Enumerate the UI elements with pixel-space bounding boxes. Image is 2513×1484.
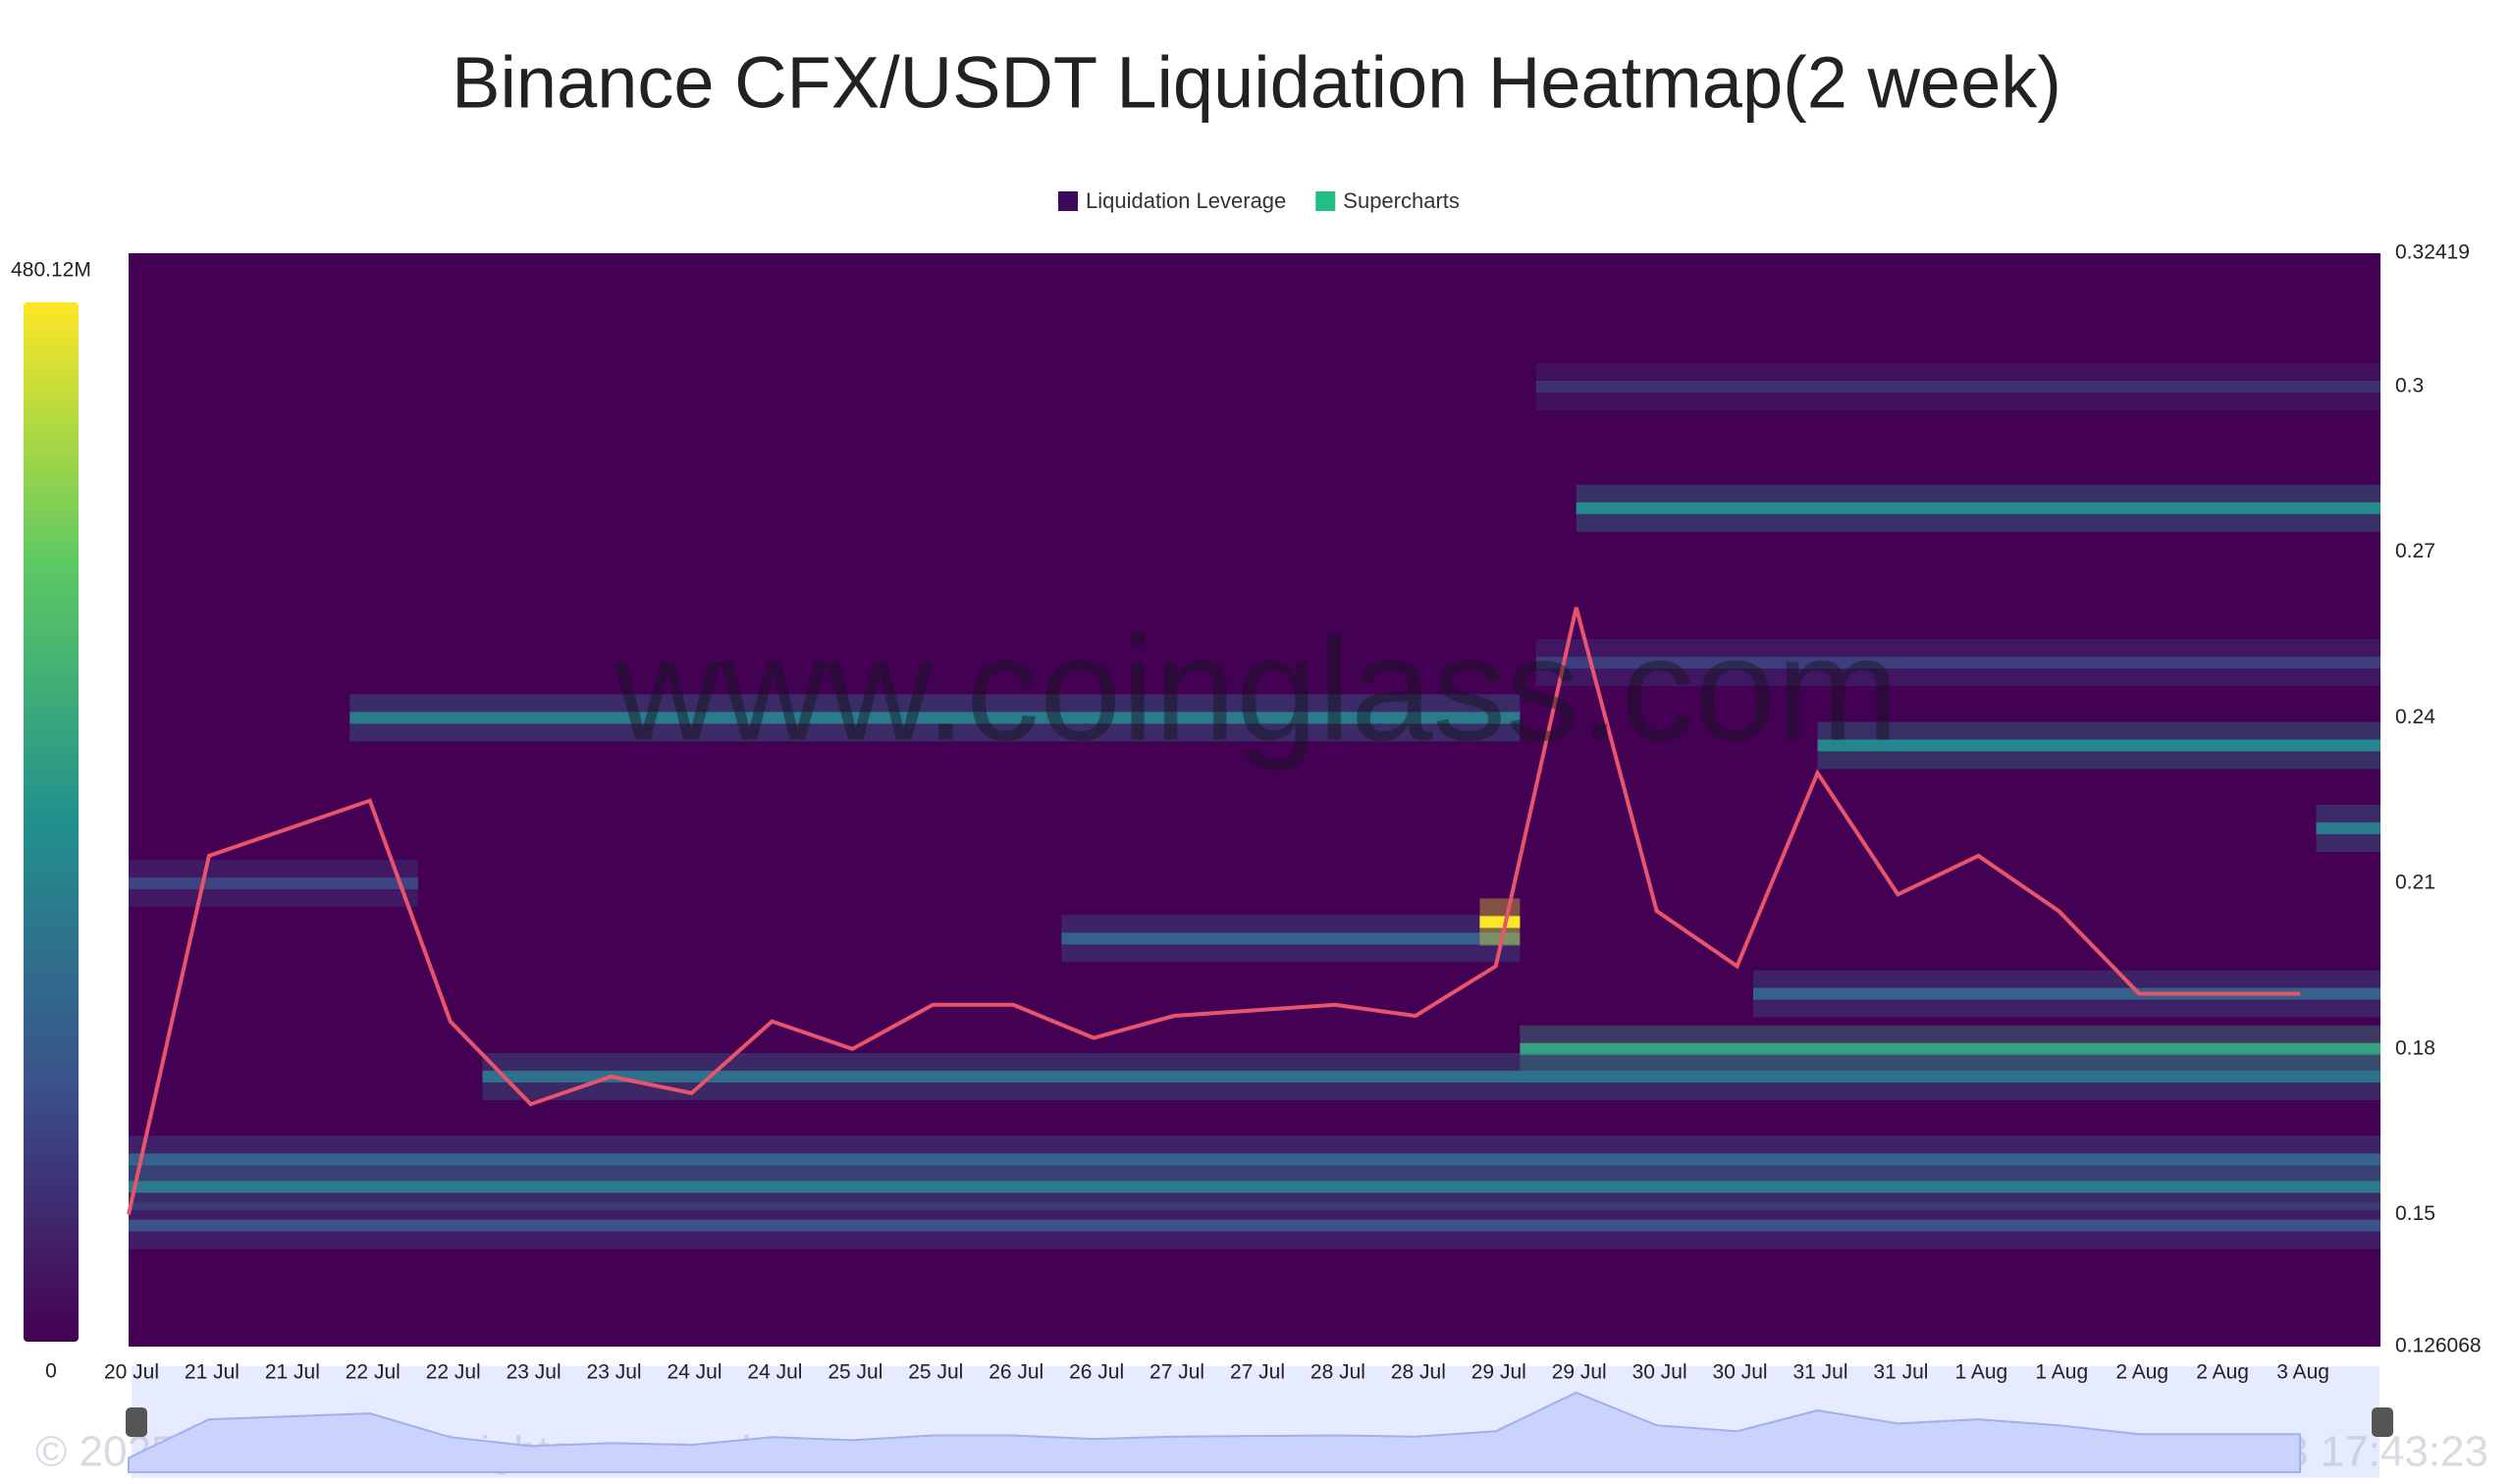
x-tick-label: 31 Jul: [1792, 1361, 1847, 1384]
x-tick-label: 21 Jul: [265, 1361, 320, 1384]
x-tick-label: 23 Jul: [507, 1361, 561, 1384]
colorbar: [24, 302, 79, 1342]
x-tick-label: 29 Jul: [1471, 1361, 1526, 1384]
x-tick-label: 23 Jul: [587, 1361, 642, 1384]
x-tick-label: 2 Aug: [2115, 1361, 2168, 1384]
heat-band: [1817, 739, 2380, 752]
x-tick-label: 3 Aug: [2276, 1361, 2329, 1384]
x-tick-label: 26 Jul: [989, 1361, 1043, 1384]
x-tick-label: 26 Jul: [1069, 1361, 1124, 1384]
x-tick-label: 30 Jul: [1632, 1361, 1687, 1384]
x-tick-label: 28 Jul: [1391, 1361, 1446, 1384]
legend-swatch: [1315, 191, 1336, 211]
slider-preview: [128, 1391, 2302, 1473]
x-tick-label: 25 Jul: [828, 1361, 882, 1384]
heat-band: [1535, 381, 2380, 394]
heat-band: [1061, 932, 1521, 945]
x-tick-label: 1 Aug: [2035, 1361, 2088, 1384]
x-tick-label: 30 Jul: [1713, 1361, 1768, 1384]
heat-band: [129, 877, 418, 890]
heat-band: [349, 712, 1521, 724]
x-tick-label: 31 Jul: [1873, 1361, 1928, 1384]
x-tick-label: 28 Jul: [1310, 1361, 1365, 1384]
legend-label[interactable]: Liquidation Leverage: [1086, 188, 1286, 213]
heat-band: [1752, 987, 2380, 1000]
x-tick-label: 1 Aug: [1954, 1361, 2007, 1384]
legend-swatch: [1058, 191, 1078, 211]
y-tick-label: 0.126068: [2395, 1335, 2482, 1357]
heat-band: [1520, 1042, 2380, 1055]
x-tick-label: 22 Jul: [426, 1361, 481, 1384]
x-tick-label: 2 Aug: [2196, 1361, 2249, 1384]
x-tick-label: 25 Jul: [908, 1361, 963, 1384]
chart-title: Binance CFX/USDT Liquidation Heatmap(2 w…: [452, 42, 2061, 124]
x-tick-label: 27 Jul: [1150, 1361, 1204, 1384]
heat-band: [482, 1070, 2380, 1083]
price-line: [127, 607, 2301, 1215]
x-tick-label: 21 Jul: [185, 1361, 240, 1384]
legend-label[interactable]: Supercharts: [1343, 188, 1460, 213]
slider-handle[interactable]: [2372, 1407, 2393, 1437]
colorbar-tick-label: 480.12M: [11, 259, 91, 282]
y-tick-label: 0.27: [2395, 540, 2435, 562]
watermark: www.coinglass.com: [614, 607, 1899, 771]
y-tick-label: 0.3: [2395, 375, 2424, 398]
x-tick-label: 27 Jul: [1230, 1361, 1285, 1384]
heat-band: [129, 1181, 2380, 1193]
x-tick-label: 22 Jul: [346, 1361, 401, 1384]
heat-band: [1576, 502, 2380, 514]
colorbar-tick-label: 0: [45, 1360, 57, 1383]
y-tick-label: 0.15: [2395, 1202, 2435, 1225]
x-tick-label: 24 Jul: [747, 1361, 802, 1384]
x-tick-label: 20 Jul: [104, 1361, 159, 1384]
heat-band: [129, 1153, 2380, 1166]
y-tick-label: 0.32419: [2395, 241, 2470, 264]
heat-band: [1535, 657, 2380, 669]
x-tick-label: 24 Jul: [667, 1361, 722, 1384]
x-tick-label: 29 Jul: [1552, 1361, 1607, 1384]
y-tick-label: 0.24: [2395, 706, 2435, 728]
y-tick-label: 0.18: [2395, 1036, 2435, 1059]
slider-handle[interactable]: [126, 1407, 147, 1437]
heat-band: [129, 1219, 2380, 1232]
heat-band: [2316, 822, 2380, 834]
heat-band: [1479, 916, 1521, 928]
y-tick-label: 0.21: [2395, 872, 2435, 894]
